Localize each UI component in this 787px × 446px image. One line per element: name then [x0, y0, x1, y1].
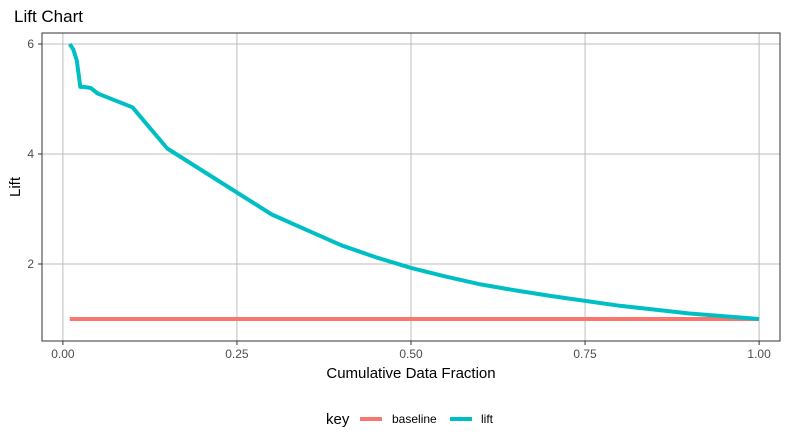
grid-lines: [42, 33, 780, 341]
x-axis-ticks: 0.00 0.25 0.50 0.75 1.00: [51, 341, 771, 361]
y-tick-label: 6: [27, 37, 34, 51]
x-axis-label: Cumulative Data Fraction: [326, 365, 495, 382]
x-tick-label: 1.00: [747, 347, 771, 361]
x-tick-label: 0.25: [225, 347, 249, 361]
legend-label-lift: lift: [481, 412, 494, 426]
series-line-lift: [68, 42, 760, 321]
plot-panel: [41, 32, 781, 342]
y-tick-label: 4: [27, 147, 34, 161]
y-axis-ticks: 2 4 6: [27, 37, 42, 271]
x-tick-label: 0.75: [573, 347, 597, 361]
chart-title: Lift Chart: [14, 7, 83, 26]
legend-label-baseline: baseline: [392, 412, 437, 426]
y-axis-label: Lift: [7, 176, 24, 197]
legend-title: key: [326, 411, 350, 428]
x-tick-label: 0.00: [51, 347, 75, 361]
x-tick-label: 0.50: [399, 347, 423, 361]
y-tick-label: 2: [27, 257, 34, 271]
legend: key baseline lift: [326, 411, 494, 428]
series-lines: [68, 42, 760, 321]
